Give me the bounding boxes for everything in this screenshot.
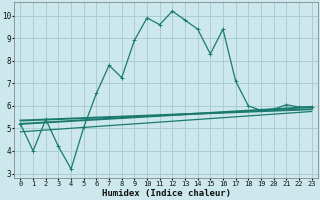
X-axis label: Humidex (Indice chaleur): Humidex (Indice chaleur) bbox=[101, 189, 230, 198]
